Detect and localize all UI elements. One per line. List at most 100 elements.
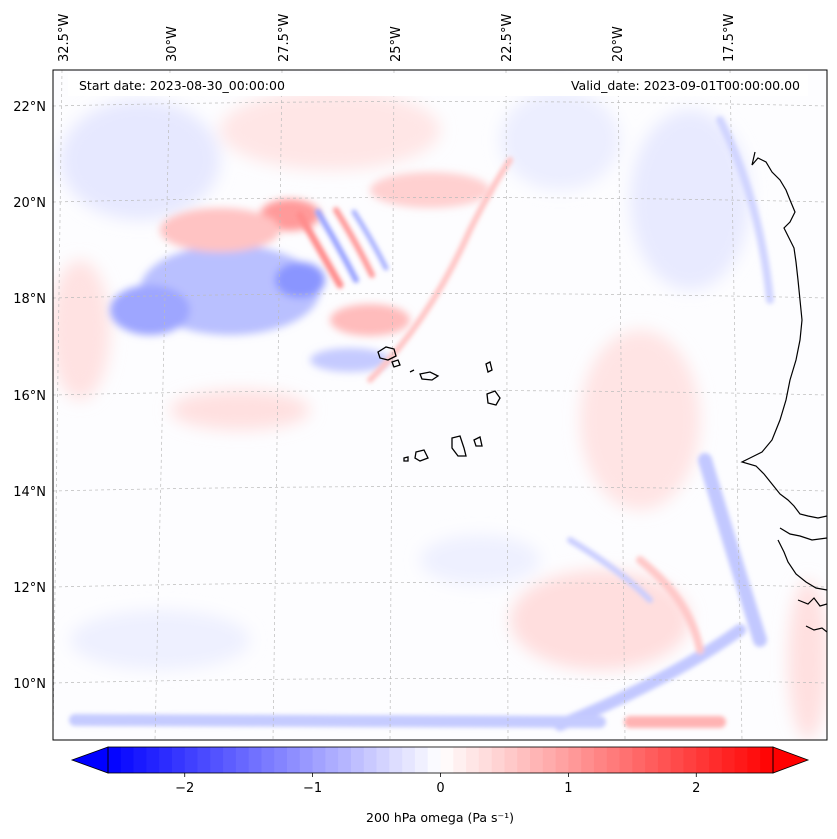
colorbar-cell bbox=[120, 747, 134, 773]
colorbar-cell bbox=[402, 747, 416, 773]
weak-subsidence-patch bbox=[788, 580, 827, 740]
colorbar-cell bbox=[747, 747, 761, 773]
weak-ascent-patch bbox=[420, 535, 540, 585]
lon-label: 30°W bbox=[165, 26, 180, 62]
colorbar-cell bbox=[325, 747, 339, 773]
colorbar-cell bbox=[171, 747, 186, 773]
colorbar-cell bbox=[466, 747, 480, 773]
lon-label: 22.5°W bbox=[500, 14, 515, 62]
subsidence-band bbox=[296, 211, 344, 289]
colorbar-cell bbox=[376, 747, 390, 773]
colorbar-cell bbox=[709, 747, 723, 773]
meridian-line bbox=[729, 70, 743, 740]
lat-label: 12°N bbox=[13, 581, 46, 596]
colorbar-cell bbox=[133, 747, 147, 773]
colorbar-cell bbox=[504, 747, 518, 773]
meridian-line bbox=[505, 70, 509, 740]
lat-label: 20°N bbox=[13, 196, 46, 211]
island bbox=[486, 390, 501, 406]
colorbar-cell bbox=[414, 747, 429, 773]
weak-subsidence-patch bbox=[220, 90, 440, 170]
colorbar-tick-label: −2 bbox=[175, 781, 194, 796]
meridian-line bbox=[154, 70, 171, 740]
lat-label: 10°N bbox=[13, 677, 46, 692]
lat-label: 22°N bbox=[13, 100, 46, 115]
colorbar-extend-min bbox=[70, 746, 109, 774]
colorbar-cell bbox=[184, 747, 198, 773]
colorbar-cell bbox=[734, 747, 748, 773]
colorbar-cell bbox=[453, 747, 467, 773]
colorbar-cell bbox=[338, 747, 352, 773]
island bbox=[414, 449, 429, 462]
colorbar-cell bbox=[440, 747, 454, 773]
colorbar-cell bbox=[427, 747, 441, 773]
colorbar-cell bbox=[581, 747, 595, 773]
parallel-line bbox=[53, 293, 827, 299]
parallel-line bbox=[53, 390, 827, 396]
meridian-line bbox=[389, 70, 395, 740]
strong-ascent-region bbox=[275, 262, 325, 298]
cape-verde-islands bbox=[377, 346, 501, 462]
island bbox=[473, 436, 483, 447]
parallel-line bbox=[53, 582, 827, 588]
colorbar-cell bbox=[568, 747, 582, 773]
colorbar-cell bbox=[248, 747, 262, 773]
colorbar-cell bbox=[670, 747, 684, 773]
subsidence-region bbox=[160, 208, 280, 252]
colorbar-cell bbox=[146, 747, 160, 773]
subsidence-band bbox=[367, 157, 513, 383]
colorbar-cell bbox=[350, 747, 365, 773]
gambia-coastline bbox=[779, 527, 827, 541]
ascent-band bbox=[69, 714, 606, 728]
weak-ascent-patch bbox=[630, 110, 750, 290]
colorbar-cell bbox=[197, 747, 211, 773]
island bbox=[391, 359, 401, 368]
weak-subsidence-patch bbox=[53, 260, 110, 400]
colorbar-cell bbox=[542, 747, 556, 773]
weak-subsidence-patch bbox=[580, 330, 700, 510]
lat-label: 16°N bbox=[13, 389, 46, 404]
subsidence-region bbox=[370, 172, 490, 208]
parallel-line bbox=[53, 678, 827, 684]
colorbar-cell bbox=[159, 747, 173, 773]
subsidence-band bbox=[636, 556, 704, 654]
colorbar-tick-label: 2 bbox=[692, 781, 700, 796]
island bbox=[377, 346, 397, 361]
colorbar-cell bbox=[210, 747, 224, 773]
colorbar-cell bbox=[619, 747, 633, 773]
subsidence-band bbox=[333, 207, 375, 278]
lon-label: 17.5°W bbox=[722, 14, 737, 62]
ascent-band bbox=[351, 209, 389, 271]
colorbar-cell bbox=[312, 747, 326, 773]
bijagos-coastline bbox=[797, 597, 827, 607]
ascent-band bbox=[567, 537, 653, 603]
colorbar-cell bbox=[760, 747, 774, 773]
longitude-labels: 32.5°W 30°W 27.5°W 25°W 22.5°W 20°W 17.5… bbox=[57, 14, 737, 62]
lon-label: 27.5°W bbox=[277, 14, 292, 62]
colorbar-cell bbox=[287, 747, 301, 773]
colorbar-cell bbox=[261, 747, 275, 773]
lon-label: 20°W bbox=[611, 26, 626, 62]
omega-cyclone-anomalies bbox=[110, 172, 490, 372]
valid-date-label: Valid_date: 2023-09-01T00:00:00.00 bbox=[571, 78, 800, 93]
colorbar-cell bbox=[696, 747, 710, 773]
lon-label: 25°W bbox=[389, 26, 404, 62]
parallel-line bbox=[53, 197, 827, 203]
lon-label: 32.5°W bbox=[57, 14, 72, 62]
africa-coastline bbox=[740, 151, 827, 519]
colorbar-cell bbox=[235, 747, 250, 773]
colorbar-cell bbox=[606, 747, 620, 773]
subsidence-region bbox=[330, 304, 410, 336]
date-header-strip bbox=[68, 74, 808, 96]
ascent-band bbox=[554, 624, 746, 731]
colorbar-label: 200 hPa omega (Pa s⁻¹) bbox=[366, 810, 514, 825]
start-date-label: Start date: 2023-08-30_00:00:00 bbox=[79, 78, 285, 93]
lat-label: 18°N bbox=[13, 292, 46, 307]
guinea-coastline bbox=[805, 625, 827, 633]
colorbar-cell bbox=[491, 747, 505, 773]
colorbar-cell bbox=[478, 747, 493, 773]
lat-label: 14°N bbox=[13, 485, 46, 500]
meridian-line bbox=[272, 70, 283, 740]
colorbar-ticks: −2 −1 0 1 2 bbox=[175, 773, 700, 796]
weak-ascent-patch bbox=[60, 100, 220, 220]
